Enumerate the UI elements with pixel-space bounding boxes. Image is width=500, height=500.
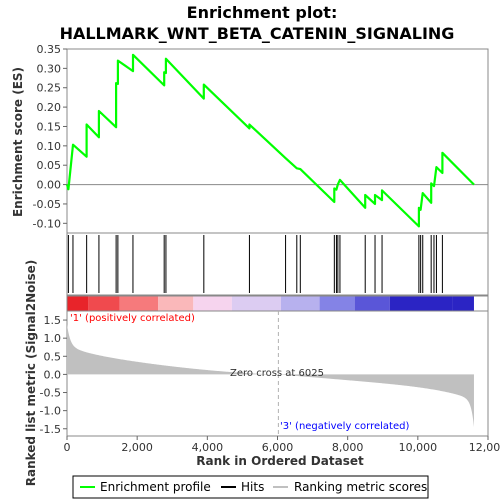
x-axis-label: Rank in Ordered Dataset	[196, 454, 364, 468]
hits-panel-frame	[66, 232, 489, 296]
metric-y-tick-label: 0.0	[44, 368, 62, 381]
metric-y-tick-label: -0.5	[40, 387, 61, 400]
es-profile-line	[65, 53, 475, 228]
es-y-tick-label: -0.10	[33, 217, 61, 230]
metric-ylabel: Ranked list metric (Signal2Noise)	[24, 260, 38, 487]
hits-panel	[66, 232, 489, 296]
ranking-metric-area	[67, 324, 474, 427]
heatmap-segment	[354, 296, 390, 311]
metric-panel: -1.5 -1.0 -0.5 0.0 0.5 1.0 1.5 '1' (positively…	[40, 310, 489, 437]
legend-label-hits: Hits	[241, 480, 264, 494]
es-y-tick-label: 0.00	[37, 179, 62, 192]
negative-correlated-label: '3' (negatively correlated)	[280, 421, 409, 432]
zero-cross-label: Zero cross at 6025	[230, 368, 324, 379]
es-y-tick-label: 0.10	[37, 140, 62, 153]
metric-y-tick-label: 1.5	[44, 314, 62, 327]
x-tick-label: 12,000	[469, 441, 500, 454]
metric-y-tick-label: -1.0	[40, 405, 61, 418]
es-y-tick-label: -0.05	[33, 198, 61, 211]
es-y-tick-label: 0.25	[37, 82, 62, 95]
metric-y-tick-label: -1.5	[40, 423, 61, 436]
x-tick-label: 0	[64, 441, 71, 454]
es-panel-frame	[66, 48, 489, 234]
rank-heatmap-bar	[66, 295, 489, 312]
metric-y-tick-label: 1.0	[44, 332, 62, 345]
legend-label-enrichment-profile: Enrichment profile	[100, 480, 211, 494]
es-y-tick-label: 0.20	[37, 101, 62, 114]
metric-y-tick-label: 0.5	[44, 350, 62, 363]
x-tick-label: 2,000	[121, 441, 153, 454]
es-y-ticks: -0.10 -0.05 0.00 0.05 0.10 0.15 0.20 0.25 0.30 0.…	[33, 43, 67, 230]
x-tick-label: 10,000	[399, 441, 438, 454]
es-y-tick-label: 0.05	[37, 159, 62, 172]
metric-y-ticks: -1.5 -1.0 -0.5 0.0 0.5 1.0 1.5	[40, 314, 67, 436]
x-axis-ticks: 0 2,000 4,000 6,000 8,000 10,000 12,000	[64, 436, 500, 454]
heatmap-segment	[319, 296, 355, 311]
x-tick-label: 8,000	[332, 441, 364, 454]
es-y-tick-label: 0.30	[37, 62, 62, 75]
positive-correlated-label: '1' (positively correlated)	[70, 313, 195, 324]
heatmap-segment	[193, 296, 232, 311]
legend-frame	[72, 475, 429, 499]
x-tick-label: 4,000	[192, 441, 224, 454]
es-y-tick-label: 0.35	[37, 43, 62, 56]
x-tick-label: 6,000	[262, 441, 294, 454]
legend: Enrichment profile Hits Ranking metric s…	[72, 475, 429, 499]
es-y-tick-label: 0.15	[37, 120, 62, 133]
heatmap-segment	[119, 296, 159, 311]
hit-lines	[67, 235, 443, 293]
heatmap-segment	[88, 296, 120, 311]
es-ylabel: Enrichment score (ES)	[11, 67, 25, 217]
heatmap-segment	[231, 296, 282, 311]
chart-title-line2: HALLMARK_WNT_BETA_CATENIN_SIGNALING	[60, 24, 455, 43]
heatmap-segment	[281, 296, 320, 311]
chart-title-line1: Enrichment plot:	[187, 3, 338, 22]
heatmap-segment	[158, 296, 194, 311]
heatmap-segment	[452, 296, 474, 311]
es-panel: -0.10 -0.05 0.00 0.05 0.10 0.15 0.20 0.25 0.30 0.…	[33, 43, 489, 234]
heatmap-segment	[67, 296, 89, 311]
heatmap-segment	[389, 296, 453, 311]
legend-label-ranking-metric-scores: Ranking metric scores	[294, 480, 427, 494]
